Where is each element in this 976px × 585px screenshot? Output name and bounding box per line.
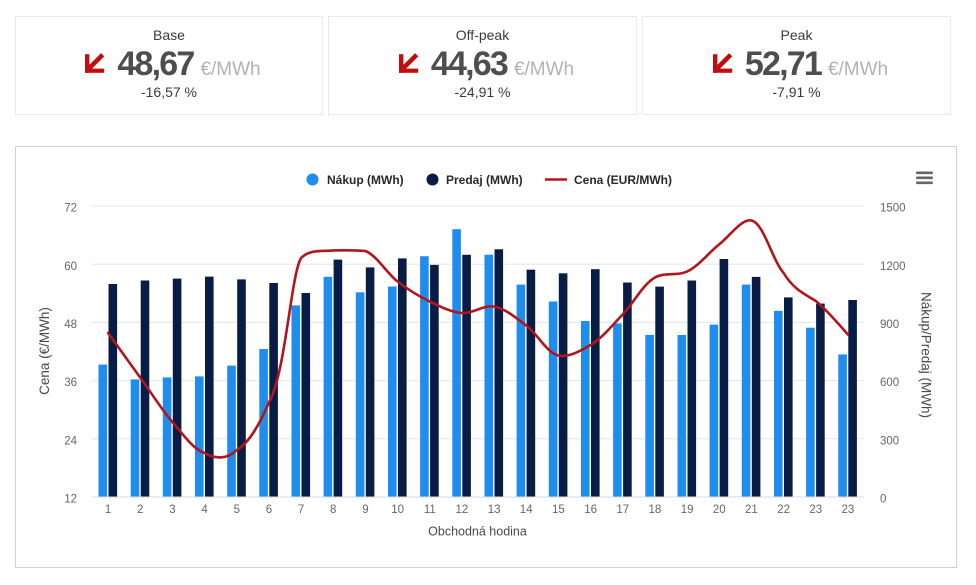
svg-text:Obchodná hodina: Obchodná hodina bbox=[428, 525, 527, 539]
svg-text:Nákup/Predaj (MWh): Nákup/Predaj (MWh) bbox=[919, 292, 934, 418]
svg-text:20: 20 bbox=[713, 504, 726, 516]
svg-text:0: 0 bbox=[880, 494, 886, 506]
svg-text:11: 11 bbox=[424, 504, 436, 516]
svg-text:12: 12 bbox=[64, 494, 77, 506]
svg-text:2: 2 bbox=[137, 504, 143, 516]
svg-text:72: 72 bbox=[64, 203, 77, 215]
svg-text:900: 900 bbox=[880, 319, 899, 331]
svg-text:1: 1 bbox=[105, 504, 111, 516]
svg-text:12: 12 bbox=[456, 504, 469, 516]
svg-text:48: 48 bbox=[64, 319, 77, 331]
svg-text:1500: 1500 bbox=[880, 203, 906, 215]
svg-text:9: 9 bbox=[362, 504, 368, 516]
svg-text:4: 4 bbox=[201, 504, 208, 516]
svg-text:300: 300 bbox=[880, 435, 899, 447]
svg-text:Nákup (MWh): Nákup (MWh) bbox=[327, 173, 404, 187]
svg-text:8: 8 bbox=[330, 504, 336, 516]
svg-text:21: 21 bbox=[745, 504, 758, 516]
svg-text:14: 14 bbox=[520, 504, 533, 516]
svg-text:36: 36 bbox=[64, 377, 77, 389]
svg-text:10: 10 bbox=[391, 504, 404, 516]
svg-text:16: 16 bbox=[584, 504, 597, 516]
svg-text:19: 19 bbox=[681, 504, 694, 516]
svg-text:23: 23 bbox=[809, 504, 822, 516]
svg-text:22: 22 bbox=[777, 504, 790, 516]
svg-text:23: 23 bbox=[842, 504, 855, 516]
svg-text:17: 17 bbox=[616, 504, 629, 516]
svg-text:6: 6 bbox=[266, 504, 272, 516]
svg-text:Predaj (MWh): Predaj (MWh) bbox=[446, 173, 523, 187]
svg-text:7: 7 bbox=[298, 504, 304, 516]
svg-text:600: 600 bbox=[880, 377, 899, 389]
svg-text:Cena (€/MWh): Cena (€/MWh) bbox=[37, 307, 52, 395]
svg-text:13: 13 bbox=[488, 504, 501, 516]
svg-text:15: 15 bbox=[552, 504, 565, 516]
svg-text:24: 24 bbox=[64, 435, 77, 447]
svg-text:Cena (EUR/MWh): Cena (EUR/MWh) bbox=[574, 173, 672, 187]
svg-text:1200: 1200 bbox=[880, 261, 906, 273]
svg-text:60: 60 bbox=[64, 261, 77, 273]
svg-text:18: 18 bbox=[649, 504, 662, 516]
svg-text:3: 3 bbox=[169, 504, 175, 516]
svg-text:5: 5 bbox=[234, 504, 240, 516]
